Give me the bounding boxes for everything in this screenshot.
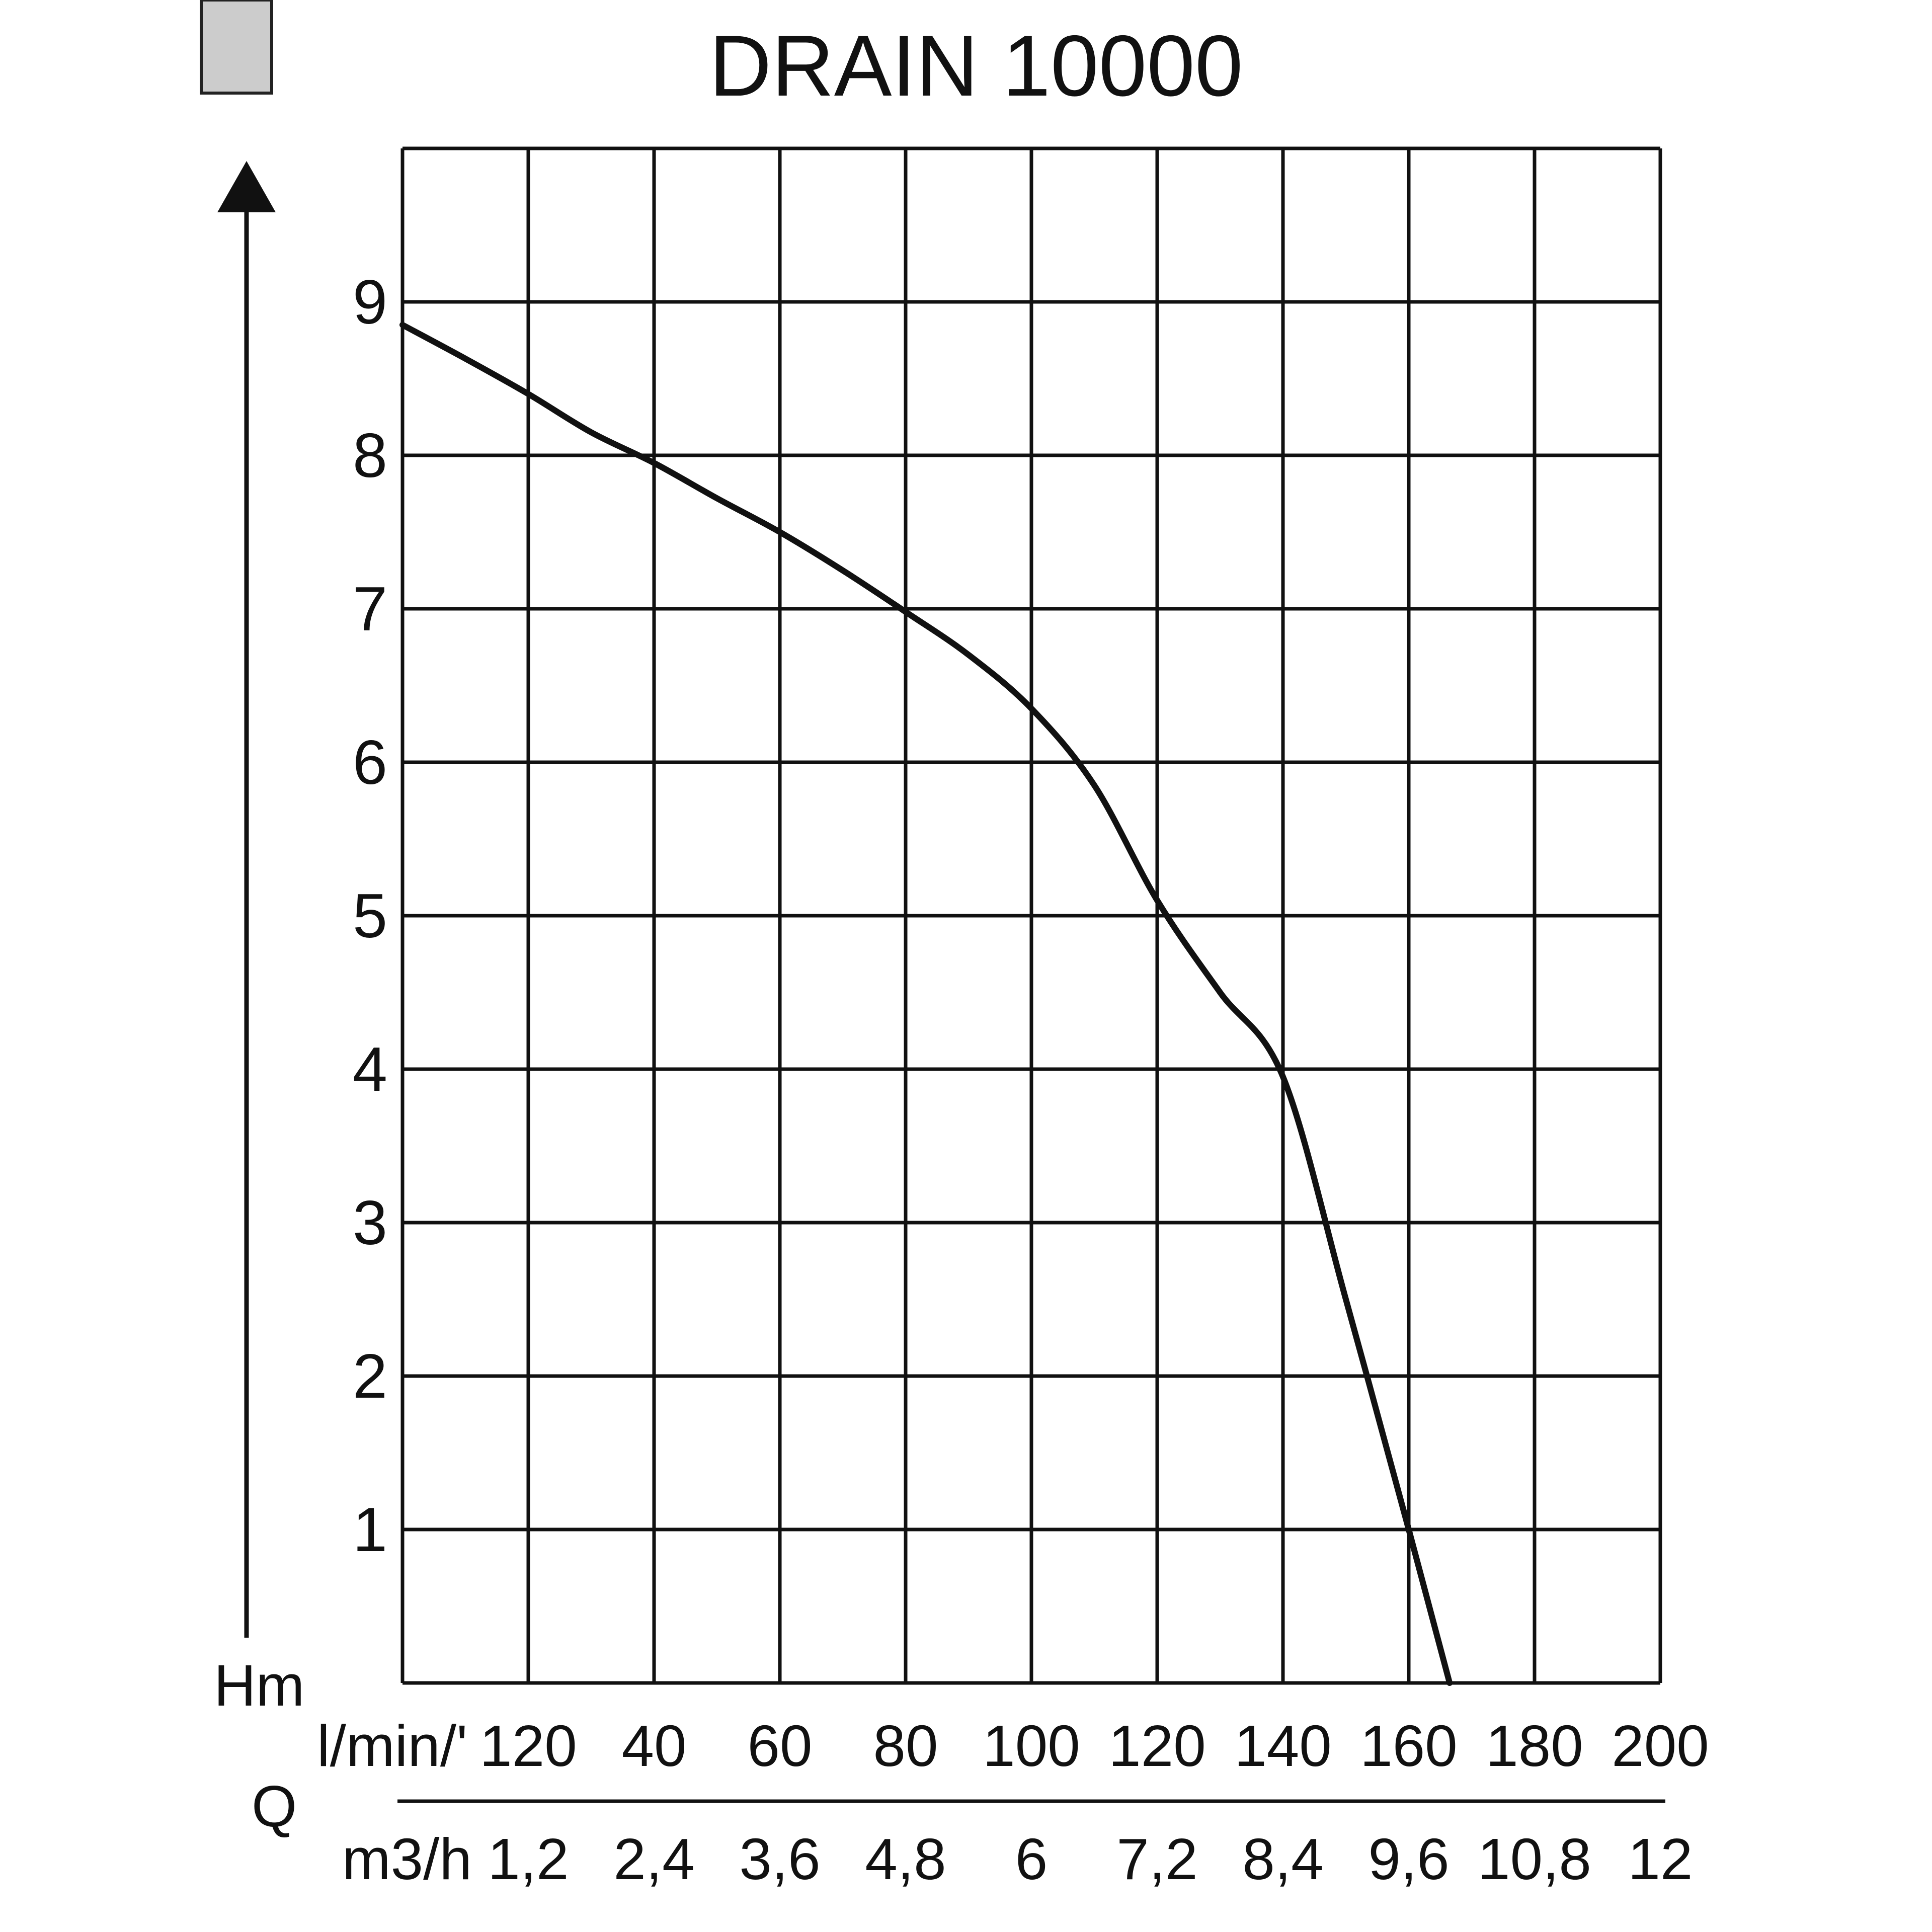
y-tick-label: 7 xyxy=(353,575,387,644)
x-secondary-tick-label: 8,4 xyxy=(1242,1826,1323,1892)
x-axis-secondary-unit: m3/h xyxy=(342,1826,472,1892)
x-secondary-tick-label: 7,2 xyxy=(1116,1826,1197,1892)
y-tick-label: 2 xyxy=(353,1342,387,1411)
x-secondary-tick-label: 6 xyxy=(1015,1826,1048,1892)
x-tick-label: 100 xyxy=(983,1713,1080,1779)
x-tick-label: 140 xyxy=(1234,1713,1332,1779)
x-tick-labels: 120 40 60 80 100 120 140 160 180 200 xyxy=(479,1713,1709,1779)
x-tick-label: 60 xyxy=(747,1713,812,1779)
head-flow-curve xyxy=(399,321,1453,1686)
y-tick-label: 3 xyxy=(353,1188,387,1258)
y-axis-label: Hm xyxy=(214,1653,304,1718)
x-secondary-tick-labels: 1,2 2,4 3,6 4,8 6 7,2 8,4 9,6 10,8 12 xyxy=(488,1826,1693,1892)
x-secondary-tick-label: 9,6 xyxy=(1368,1826,1449,1892)
x-tick-label: 200 xyxy=(1612,1713,1709,1779)
y-tick-label: 9 xyxy=(353,268,387,337)
corner-box xyxy=(200,0,273,95)
y-tick-label: 6 xyxy=(353,728,387,797)
x-secondary-tick-label: 2,4 xyxy=(613,1826,694,1892)
y-tick-label: 4 xyxy=(353,1035,387,1104)
x-tick-label: 40 xyxy=(621,1713,686,1779)
x-secondary-tick-label: 12 xyxy=(1628,1826,1693,1892)
y-tick-label: 8 xyxy=(353,421,387,491)
x-secondary-tick-label: 10,8 xyxy=(1478,1826,1591,1892)
chart-title: DRAIN 10000 xyxy=(709,18,1243,114)
x-secondary-tick-label: 1,2 xyxy=(488,1826,569,1892)
x-axis-label: Q xyxy=(252,1774,297,1839)
y-axis-arrow-head xyxy=(217,161,276,212)
y-tick-label: 5 xyxy=(353,881,387,951)
x-secondary-tick-label: 3,6 xyxy=(739,1826,820,1892)
grid xyxy=(400,146,1662,1685)
x-axis-primary-unit: l/min/' xyxy=(317,1713,467,1779)
x-tick-label: 80 xyxy=(873,1713,938,1779)
x-tick-label: 180 xyxy=(1486,1713,1583,1779)
x-tick-label: 120 xyxy=(1108,1713,1206,1779)
y-tick-labels: 1 2 3 4 5 6 7 8 9 xyxy=(353,268,387,1565)
x-tick-label: 160 xyxy=(1360,1713,1458,1779)
y-tick-label: 1 xyxy=(353,1495,387,1565)
x-tick-label: 120 xyxy=(479,1713,577,1779)
x-secondary-tick-label: 4,8 xyxy=(865,1826,946,1892)
